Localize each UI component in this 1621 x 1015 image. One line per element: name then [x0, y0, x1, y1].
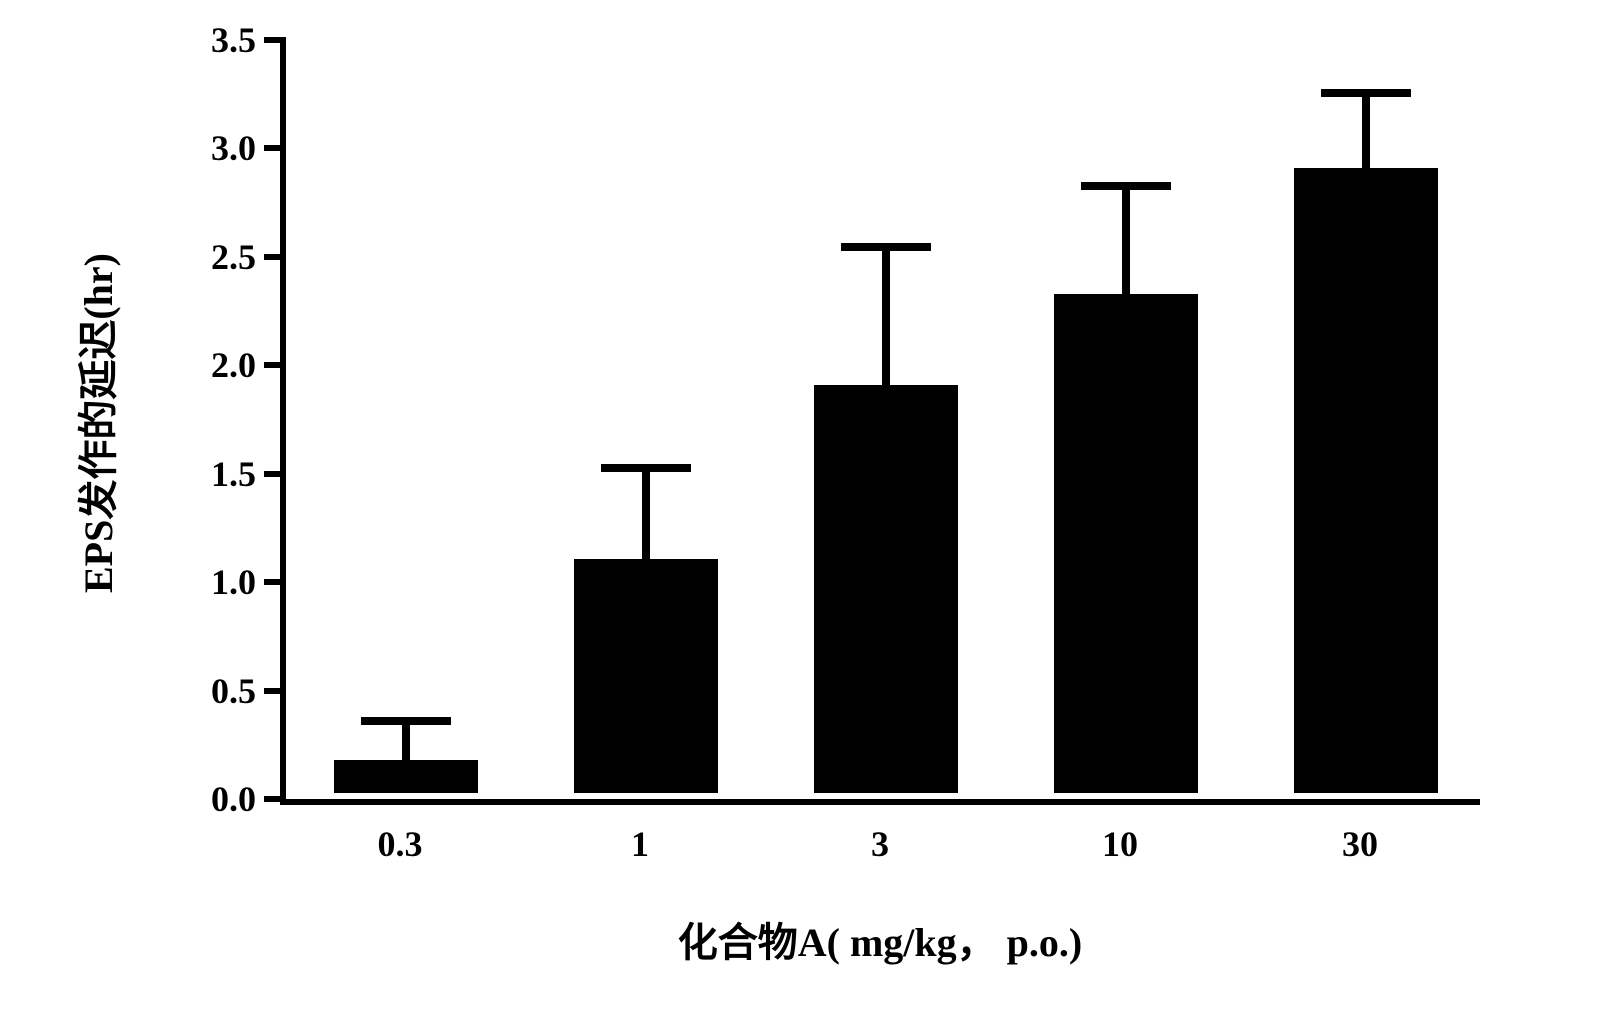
- error-bar: [642, 468, 650, 559]
- error-bar: [402, 721, 410, 760]
- y-tick-label: 2.5: [211, 236, 256, 278]
- error-cap: [601, 464, 691, 472]
- y-tick: [264, 37, 286, 43]
- x-tick-label: 3: [871, 823, 889, 865]
- bar: [1294, 168, 1438, 793]
- error-bar: [882, 247, 890, 386]
- bar: [334, 760, 478, 793]
- plot-area: 0.00.51.01.52.02.53.03.5: [280, 40, 1480, 805]
- x-tick-label: 10: [1102, 823, 1138, 865]
- y-tick: [264, 579, 286, 585]
- x-tick-label: 0.3: [378, 823, 423, 865]
- y-tick: [264, 688, 286, 694]
- error-cap: [1081, 182, 1171, 190]
- bar: [814, 385, 958, 793]
- error-cap: [841, 243, 931, 251]
- x-tick-label: 1: [631, 823, 649, 865]
- y-tick: [264, 254, 286, 260]
- bar-chart: 0.00.51.01.52.02.53.03.5 EPS发作的延迟(hr) 化合…: [0, 0, 1621, 1015]
- x-axis-label: 化合物A( mg/kg， p.o.): [678, 910, 1082, 968]
- x-tick-label: 30: [1342, 823, 1378, 865]
- y-tick: [264, 145, 286, 151]
- y-tick-label: 3.0: [211, 127, 256, 169]
- y-axis-label: EPS发作的延迟(hr): [66, 253, 124, 593]
- y-tick: [264, 796, 286, 802]
- error-bar: [1362, 93, 1370, 169]
- error-bar: [1122, 186, 1130, 294]
- bar: [1054, 294, 1198, 793]
- y-tick-label: 2.0: [211, 344, 256, 386]
- error-cap: [1321, 89, 1411, 97]
- y-tick-label: 3.5: [211, 19, 256, 61]
- bar: [574, 559, 718, 793]
- error-cap: [361, 717, 451, 725]
- y-tick: [264, 362, 286, 368]
- y-tick-label: 1.0: [211, 561, 256, 603]
- y-tick-label: 0.0: [211, 778, 256, 820]
- y-tick-label: 0.5: [211, 670, 256, 712]
- y-tick: [264, 471, 286, 477]
- y-tick-label: 1.5: [211, 453, 256, 495]
